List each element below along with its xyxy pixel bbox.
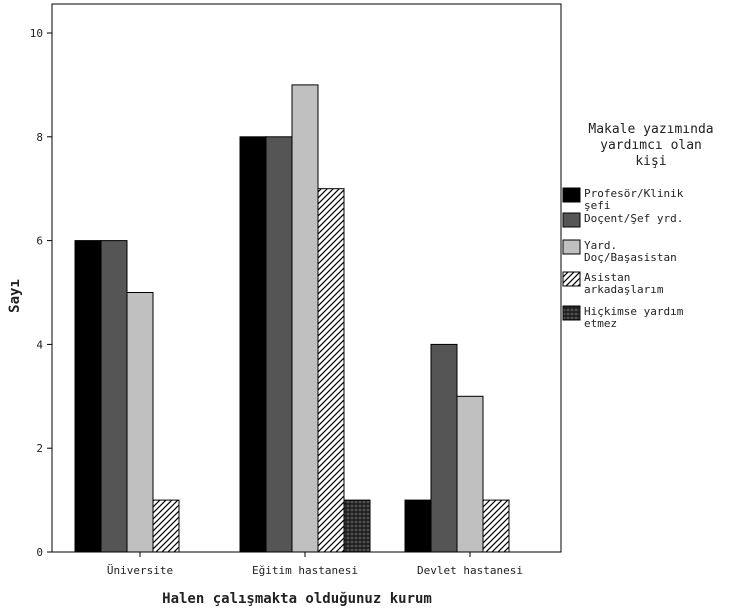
legend-label: Asistan [584,271,630,284]
y-tick-label: 4 [36,338,43,351]
y-tick-label: 8 [36,131,43,144]
bar [265,136,293,553]
x-tick-label: Eğitim hastanesi [252,564,358,577]
bar [404,499,432,553]
legend-swatch [562,187,581,203]
x-tick-label: Üniversite [107,564,173,577]
legend-label: Hiçkimse yardım [584,305,684,318]
bar [456,395,484,553]
bar [239,136,267,553]
bar [291,84,319,553]
x-axis-title: Halen çalışmakta olduğunuz kurum [162,591,432,607]
legend-label: Yard. [584,239,617,252]
legend-title: Makale yazımında [588,122,713,137]
bar [152,499,180,553]
y-tick-label: 6 [36,235,43,248]
legend-swatch [562,212,581,228]
bar [343,499,371,553]
legend-label: Profesör/Klinik [584,187,684,200]
legend-swatch [562,239,581,255]
legend-label: Doç/Başasistan [584,251,677,264]
bar [100,240,128,553]
y-tick-label: 10 [30,27,43,40]
legend-swatch [562,271,581,287]
legend-label: etmez [584,317,617,330]
y-tick-label: 2 [36,442,43,455]
legend-title: yardımcı olan [600,138,702,153]
bar [126,292,154,553]
legend-swatch [562,305,581,321]
legend-label: arkadaşlarım [584,283,664,296]
x-tick-label: Devlet hastanesi [417,564,523,577]
bar [482,499,510,553]
bar [317,188,345,553]
legend-label: Doçent/Şef yrd. [584,212,683,225]
legend-title: kişi [635,154,666,169]
y-axis-title: Sayı [7,279,23,313]
y-tick-label: 0 [36,546,43,559]
bar [74,240,102,553]
legend-label: şefi [584,199,611,212]
bar [430,343,458,553]
